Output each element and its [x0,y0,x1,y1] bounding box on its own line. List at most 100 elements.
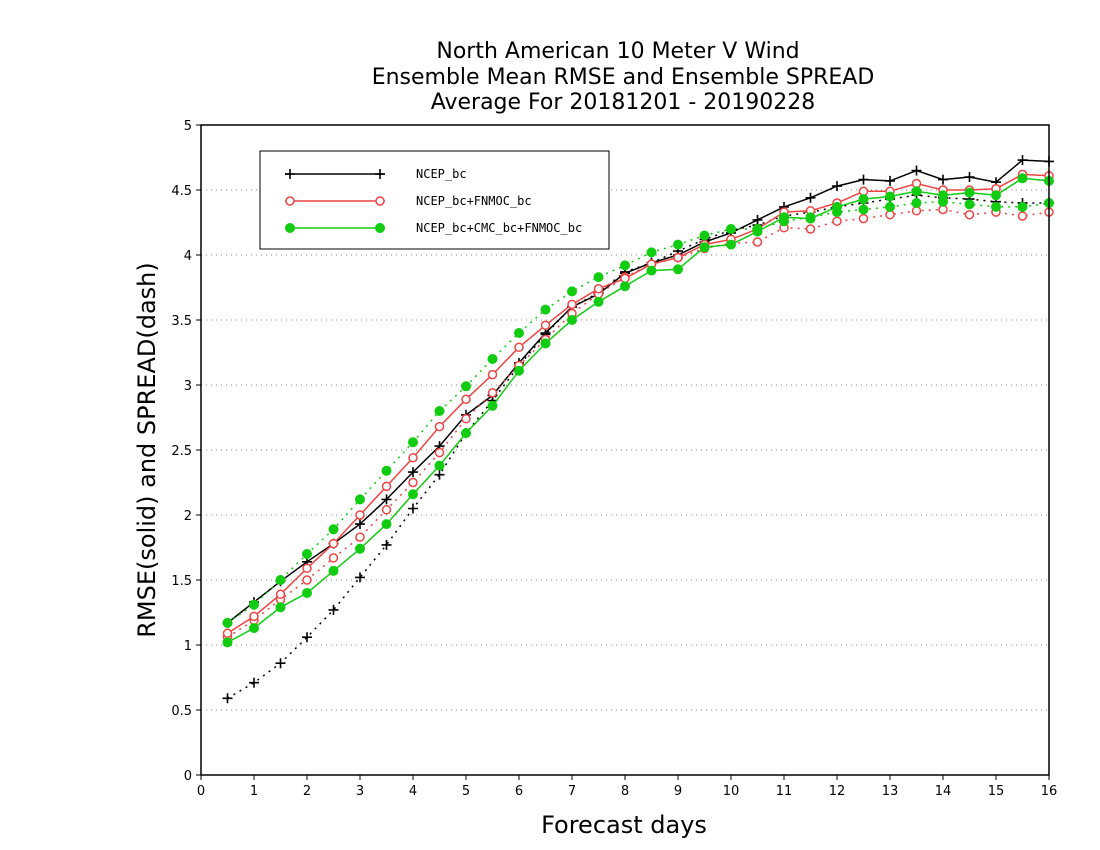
x-tick-label: 3 [356,784,364,799]
series-3-spread-point [567,286,577,297]
series-3-spread-point [540,304,551,315]
series-1-spread-point [302,632,312,643]
series-1-spread-point [355,572,365,583]
series-3-spread-point [408,437,418,448]
series-1-rmse-point [832,181,842,192]
series-1-spread-point [381,539,392,550]
series-1-spread-point [222,693,233,704]
series-3-rmse-point [408,489,418,500]
series-3-rmse-point [434,460,445,471]
series-3-rmse-point [858,194,869,205]
series-2-spread-point [408,477,418,488]
series-2-spread-point [805,224,816,234]
x-axis-label: Forecast days [541,811,707,839]
series-3-spread-point [885,201,895,212]
series-2-spread-point [381,505,392,515]
series-3-rmse-point [249,623,259,634]
legend-marker [285,223,295,233]
series-3-spread-point [434,406,445,416]
series-3-rmse-point [699,242,710,253]
series-3-rmse-point [514,365,524,376]
series-2-rmse-point [487,369,498,380]
series-3-spread-point [302,549,312,559]
series-2-rmse-point [593,284,604,294]
x-tick-label: 5 [462,784,470,799]
series-2-rmse-point [302,563,312,574]
series-group [222,155,1054,704]
series-3-spread-point [222,617,233,628]
y-tick-label: 4.5 [171,184,192,199]
series-2-rmse-point [620,273,630,284]
series-3-rmse-point [805,213,816,224]
series-1-rmse-point [1017,155,1028,166]
x-tick-label: 2 [303,784,311,799]
series-3-rmse-point [964,187,975,198]
series-3-spread-point [381,465,392,476]
series-3-rmse-point [355,543,365,554]
x-tick-label: 16 [1041,784,1058,799]
x-tick-label: 8 [621,784,629,799]
x-tick-label: 6 [515,784,523,799]
series-2-rmse-point [461,394,471,405]
series-3-spread-point [275,575,286,585]
series-3-spread-point [487,354,498,364]
series-1-rmse-point [885,175,895,186]
series-3-rmse-point [302,588,312,598]
legend-label: NCEP_bc+CMC_bc+FNMOC_bc [416,221,582,235]
chart-title-line-1: North American 10 Meter V Wind [436,39,799,64]
series-3-rmse-point [646,265,657,276]
y-tick-label: 1.5 [171,574,192,589]
series-3-rmse-point [275,602,286,613]
series-1-rmse-point [355,519,365,530]
series-3-rmse-point [593,296,604,307]
series-3-rmse-point [381,519,392,530]
legend-label: NCEP_bc+FNMOC_bc [416,194,532,208]
axis-ticks: 00.511.522.533.544.550 1 2 3 4 5 6 7 8 9 10 11 12 13 1… [171,119,1057,799]
series-2-spread-point [328,553,339,563]
series-3-rmse-point [567,315,577,325]
series-1-rmse-point [858,174,869,185]
series-3-spread-point [858,204,869,215]
legend-marker [285,169,295,179]
y-tick-label: 3.5 [171,314,192,329]
series-1-spread-point [328,604,339,615]
series-1-spread-point [434,469,445,480]
series-3-spread-point [514,328,524,338]
series-3-spread-point [355,494,365,505]
series-1-rmse-point [911,165,922,176]
series-2-rmse-point [434,421,445,432]
legend-marker [375,223,385,233]
series-3-rmse-point [779,212,789,223]
y-tick-label: 0.5 [171,704,192,719]
series-2-rmse-point [328,538,339,549]
series-3-rmse-point [991,190,1001,201]
series-2-rmse-point [249,611,259,622]
legend-marker [375,169,385,179]
series-2-rmse-point [673,252,683,263]
series-3-spread-point [699,230,710,241]
y-tick-label: 2.5 [171,444,192,459]
x-tick-label: 13 [882,784,899,799]
series-2-rmse-point [408,453,418,463]
series-1-spread-point [275,658,286,669]
legend-box [259,150,610,250]
series-3-rmse-point [673,264,683,275]
x-tick-label: 4 [409,784,417,799]
series-3-rmse-point [752,226,763,237]
chart-title-line-3: Average For 20181201 - 20190228 [431,90,816,115]
series-3-rmse-point [222,637,233,648]
series-2-spread-point [964,209,975,220]
series-3-spread-point [726,224,736,234]
series-2-rmse-point [514,342,524,353]
x-tick-label: 11 [776,784,793,799]
series-3-spread-point [593,272,604,283]
series-2-spread-point [858,213,869,224]
series-3-spread-point [964,199,975,210]
series-3-rmse-point [832,201,842,212]
series-1-rmse-point [964,172,975,182]
series-2-spread-point [355,532,365,542]
series-3-rmse-point [1017,173,1028,184]
x-tick-label: 9 [674,784,682,799]
series-2-spread-point [752,237,763,247]
